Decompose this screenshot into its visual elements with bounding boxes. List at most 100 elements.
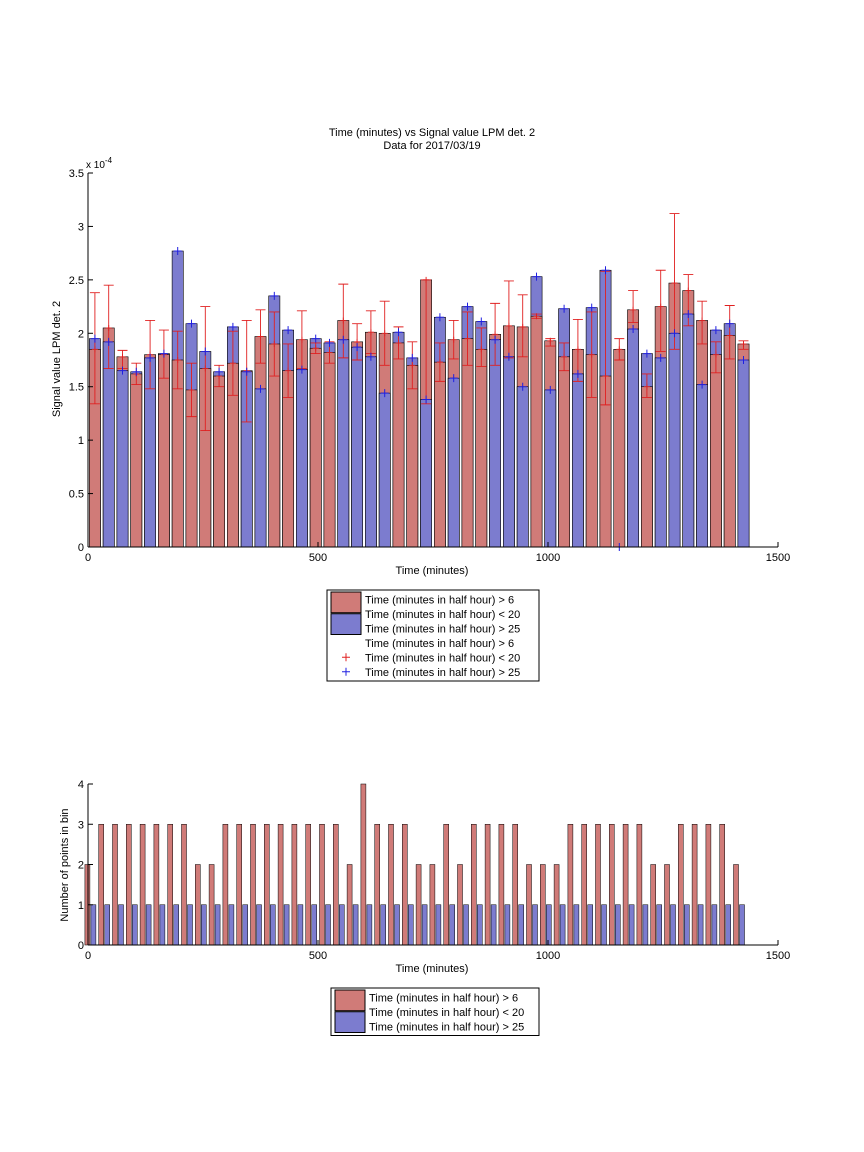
count-bar-red-41	[650, 864, 656, 946]
count-bar-blue-2	[118, 904, 124, 946]
count-bar-red-24	[415, 864, 422, 946]
count-bar-red-44	[691, 824, 698, 946]
count-bar-red-7	[181, 824, 187, 946]
bar-red-23	[406, 365, 419, 548]
y-axis-label-2: Number of points in bin	[59, 808, 71, 921]
count-bar-blue-35	[573, 904, 580, 946]
count-bar-red-36	[581, 824, 587, 946]
count-bar-red-3	[126, 824, 132, 946]
marker-blue-4	[146, 353, 155, 362]
bar-blue-35	[571, 373, 584, 548]
count-bar-red-17	[319, 824, 325, 946]
count-bar-blue-0	[90, 904, 97, 946]
count-bar-blue-10	[228, 904, 235, 946]
count-bar-red-9	[208, 864, 215, 946]
marker-blue-20	[366, 352, 375, 361]
count-bar-red-8	[195, 864, 201, 946]
marker-red-38	[616, 346, 623, 353]
count-bar-red-26	[443, 824, 449, 946]
count-bar-red-37	[595, 824, 601, 946]
marker-blue-44	[698, 380, 707, 389]
marker-red-16	[312, 345, 319, 352]
marker-red-35	[574, 346, 581, 353]
count-bar-blue-37	[601, 904, 607, 946]
marker-blue-7	[187, 319, 196, 328]
y-tick-label-2-2: 2	[78, 860, 84, 872]
bar-blue-47	[737, 359, 750, 548]
count-bar-blue-3	[132, 904, 138, 946]
count-bar-blue-18	[339, 904, 345, 946]
bar-blue-2	[116, 370, 129, 548]
count-bar-blue-40	[642, 904, 649, 946]
marker-blue-22	[394, 328, 403, 337]
legend-box-1	[326, 589, 540, 682]
x-tick-label-2-2: 1000	[536, 950, 560, 962]
legend-swatch-1-0	[330, 591, 362, 614]
count-bar-red-46	[719, 824, 725, 946]
count-bar-blue-29	[490, 904, 497, 946]
count-bar-red-25	[429, 864, 436, 946]
count-bar-red-29	[484, 824, 491, 946]
bar-red-5	[158, 354, 170, 548]
signal-markers	[90, 247, 748, 551]
count-bar-red-40	[636, 824, 643, 946]
marker-red-41	[657, 303, 664, 310]
count-bar-red-14	[277, 824, 284, 946]
legend-swatch-2-0	[334, 989, 366, 1012]
count-bar-blue-44	[697, 904, 704, 946]
marker-blue-14	[284, 326, 293, 335]
legend-label-1-0: Time (minutes in half hour) > 6	[365, 594, 514, 606]
count-bar-red-1	[98, 824, 104, 946]
bar-red-9	[213, 375, 225, 548]
count-bar-red-38	[609, 824, 615, 946]
bar-red-22	[392, 342, 405, 548]
bar-blue-12	[254, 388, 267, 548]
marker-red-7	[188, 386, 195, 393]
marker-blue-33	[546, 385, 555, 394]
bar-blue-41	[654, 357, 667, 548]
count-bar-red-13	[264, 824, 270, 946]
y-exponent-power: -4	[105, 156, 113, 165]
count-bar-blue-22	[394, 904, 400, 946]
y-tick-label-2-4: 4	[78, 779, 84, 791]
marker-red-43	[685, 287, 692, 294]
marker-red-2	[119, 353, 126, 360]
bar-red-45	[709, 354, 722, 548]
bar-blue-26	[447, 377, 460, 548]
bar-red-28	[475, 349, 488, 548]
bar-blue-31	[516, 386, 529, 548]
count-bar-blue-16	[311, 904, 317, 946]
marker-red-26	[450, 336, 457, 343]
bar-blue-33	[544, 389, 557, 548]
legend-label-1-2: Time (minutes in half hour) > 25	[365, 623, 520, 635]
marker-red-27	[464, 335, 471, 342]
count-bar-blue-13	[270, 904, 276, 946]
count-bar-red-11	[236, 824, 242, 946]
y-tick-label-1-3: 1.5	[69, 382, 84, 394]
marker-blue-35	[573, 369, 582, 378]
marker-blue-39	[629, 325, 638, 334]
marker-red-13	[271, 340, 278, 347]
count-bar-blue-1	[104, 904, 110, 946]
legend-label-2-1: Time (minutes in half hour) < 20	[369, 1007, 524, 1019]
legend-label-1-3: Time (minutes in half hour) > 6	[365, 638, 514, 650]
legend-label-1-4: Time (minutes in half hour) < 20	[365, 652, 520, 664]
count-bar-red-28	[471, 824, 477, 946]
marker-blue-45	[711, 326, 720, 335]
bar-blue-18	[337, 339, 350, 548]
count-bar-blue-9	[214, 904, 221, 946]
legend-label-2-0: Time (minutes in half hour) > 6	[369, 992, 518, 1004]
signal-chart: Time (minutes) vs Signal value LPM det. …	[51, 127, 790, 682]
count-bar-blue-34	[559, 904, 566, 946]
count-bar-red-22	[388, 824, 394, 946]
marker-blue-46	[725, 319, 734, 328]
marker-red-33	[547, 337, 554, 344]
x-tick-label-1-2: 1000	[536, 552, 560, 564]
marker-red-6	[174, 357, 181, 363]
x-tick-label-2-3: 1500	[766, 950, 790, 962]
count-bar-red-16	[305, 824, 311, 946]
marker-blue-28	[477, 317, 486, 326]
x-tick-label-2-0: 0	[85, 950, 91, 962]
count-bar-red-32	[526, 864, 532, 946]
y-tick-label-1-1: 0.5	[69, 489, 84, 501]
